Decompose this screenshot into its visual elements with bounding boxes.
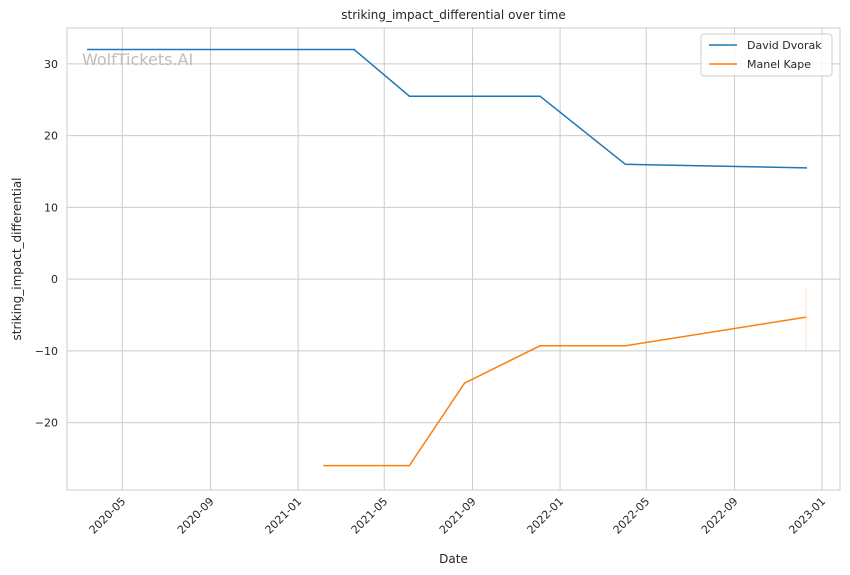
x-tick-label: 2021-01 <box>263 495 305 537</box>
watermark: WolfTickets.AI <box>82 50 193 69</box>
series-line-manel-kape <box>323 316 807 467</box>
legend-label-david-dvorak: David Dvorak <box>747 39 822 52</box>
x-axis-label: Date <box>439 552 468 566</box>
plot-frame <box>66 27 841 491</box>
data-point-manel-kape <box>323 464 325 467</box>
x-tick-label: 2023-01 <box>786 495 828 537</box>
data-point-manel-kape <box>463 382 466 384</box>
series-line-david-dvorak <box>87 48 807 169</box>
legend-label-manel-kape: Manel Kape <box>747 58 811 71</box>
data-point-manel-kape <box>624 345 627 347</box>
y-tick-label: −10 <box>35 345 58 358</box>
data-point-manel-kape <box>539 345 541 347</box>
x-tick-label: 2022-05 <box>611 495 653 537</box>
data-point-david-dvorak <box>408 95 411 97</box>
y-axis-ticks: 30 20 10 0 −10 −20 <box>35 58 58 430</box>
data-point-david-dvorak <box>624 163 627 166</box>
data-point-david-dvorak <box>539 95 541 97</box>
x-tick-label: 2022-09 <box>699 495 741 537</box>
x-axis-ticks: 2020-05 2020-09 2021-01 2021-05 2021-09 2022-… <box>87 495 828 537</box>
y-tick-label: 0 <box>51 273 58 286</box>
y-tick-label: −20 <box>35 417 58 430</box>
x-tick-label: 2022-01 <box>525 495 567 537</box>
chart-title: striking_impact_differential over time <box>341 8 566 22</box>
x-tick-label: 2021-05 <box>349 495 391 537</box>
y-axis-label: striking_impact_differential <box>10 177 24 340</box>
x-tick-label: 2021-09 <box>437 495 479 537</box>
x-tick-label: 2020-09 <box>175 495 217 537</box>
y-tick-label: 20 <box>44 130 58 143</box>
data-point-david-dvorak <box>353 48 355 51</box>
x-tick-label: 2020-05 <box>87 495 129 537</box>
y-tick-label: 10 <box>44 201 58 214</box>
data-point-david-dvorak <box>87 48 89 51</box>
y-tick-label: 30 <box>44 58 58 71</box>
plot-area <box>67 28 840 490</box>
data-point-manel-kape <box>408 464 411 467</box>
data-point-david-dvorak <box>805 167 808 169</box>
legend: David Dvorak Manel Kape <box>700 33 833 77</box>
